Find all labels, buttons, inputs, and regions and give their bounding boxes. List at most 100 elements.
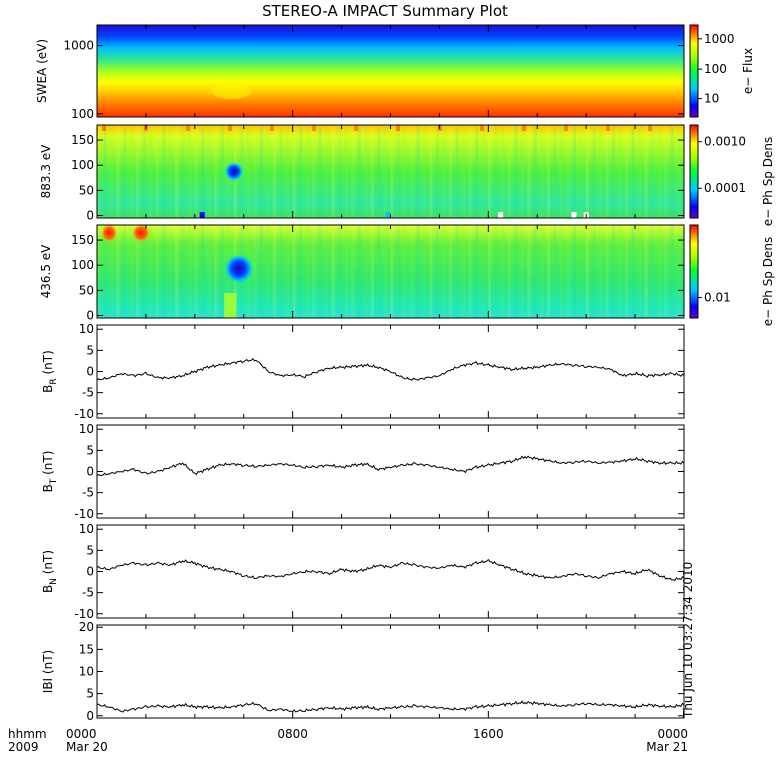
pad436-texture [194, 225, 198, 318]
pad436-texture [129, 225, 133, 318]
bt-ytick-label: -10 [74, 507, 94, 521]
pad883-texture [468, 125, 472, 218]
pad883-hot-spot [102, 125, 106, 131]
pad436-texture [292, 225, 296, 318]
pad436-texture [566, 225, 570, 318]
pad436-texture [299, 225, 303, 318]
bn-background [97, 525, 684, 618]
pad436-texture [455, 225, 459, 318]
pad436-ytick-label: 50 [79, 283, 94, 297]
pad436-texture [188, 225, 192, 318]
pad883-texture [103, 125, 107, 218]
bmag-trace [96, 700, 685, 713]
pad883-hot-spot [270, 125, 274, 131]
pad436-ytick-label: 150 [71, 233, 94, 247]
pad883-texture [351, 125, 355, 218]
pad883-texture [123, 125, 127, 218]
pad436-texture [155, 225, 159, 318]
pad436-texture [318, 225, 322, 318]
pad883-texture [566, 125, 570, 218]
pad883-texture [462, 125, 466, 218]
pad883-texture [260, 125, 263, 218]
pad883-texture [325, 125, 329, 218]
pad883-texture [501, 125, 505, 218]
pad436-texture [416, 225, 420, 318]
pad883-texture [475, 125, 479, 218]
bmag-ytick-label: 20 [79, 620, 94, 634]
pad436-texture [273, 225, 277, 318]
pad883-texture [540, 125, 544, 218]
swea-ytick-label: 1000 [63, 39, 94, 53]
figure-title: STEREO-A IMPACT Summary Plot [262, 2, 508, 20]
pad883-texture [494, 125, 498, 218]
pad436-texture [351, 225, 355, 318]
pad883-texture [357, 125, 361, 218]
pad883-texture [331, 125, 335, 218]
panel-br: -10 -5 0 5 10 BR (nT) [41, 322, 685, 421]
pad436-texture [651, 225, 655, 318]
bmag-ytick-label: 15 [79, 642, 94, 656]
pad883-texture [201, 125, 205, 218]
br-ytick-label: -10 [74, 407, 94, 421]
pad883-texture [664, 125, 668, 218]
pad436-texture [664, 225, 668, 318]
pad436-texture [266, 225, 270, 318]
pad436-texture [253, 225, 257, 318]
pad436-texture [286, 225, 290, 318]
pad436-texture [540, 225, 544, 318]
pad883-texture [390, 125, 394, 218]
pad436-texture [638, 225, 642, 318]
pad883-hot-spot [228, 125, 232, 131]
swea-feature [211, 83, 252, 100]
pad883-hot-spot [354, 125, 358, 131]
pad436-texture [260, 225, 263, 318]
pad883-hot-spot [564, 125, 568, 131]
pad883-texture [97, 125, 100, 218]
pad883-texture [514, 125, 518, 218]
bn-trace [96, 558, 685, 582]
pad436-colorbar-label: e− Ph Sp Dens [761, 237, 775, 326]
pad436-texture [325, 225, 329, 318]
swea-colorbar [690, 25, 698, 117]
pad436-feature [224, 293, 237, 318]
pad436-texture [677, 225, 681, 318]
pad436-texture [618, 225, 622, 318]
pad883-ylabel: 883.3 eV [39, 144, 53, 199]
pad883-texture [612, 125, 616, 218]
pad883-texture [546, 125, 550, 218]
pad436-texture [553, 225, 557, 318]
pad436-texture [599, 225, 603, 318]
pad436-texture [175, 225, 179, 318]
pad436-texture [396, 225, 400, 318]
swea-image [97, 25, 684, 117]
pad883-texture [429, 125, 433, 218]
pad883-texture [416, 125, 420, 218]
swea-colorbar-tick-label: 1000 [704, 32, 735, 46]
pad436-texture [344, 225, 348, 318]
magnetic-field-panels: -10 -5 0 5 10 BR (nT) -10 -5 0 5 10 BT (nT) -10 -5 0 5 1… [41, 322, 685, 723]
pad883-texture [638, 125, 642, 218]
pad436-texture [116, 225, 120, 318]
pad436-texture [533, 225, 537, 318]
pad883-texture [253, 125, 257, 218]
pad883-texture [488, 125, 492, 218]
pad883-texture [383, 125, 387, 218]
spectrogram-swea: 100 1000 SWEA (eV) 1000 100 10 e− Flux [35, 24, 755, 121]
pad436-texture [149, 225, 153, 318]
pad436-texture [644, 225, 648, 318]
panel-bmag: 0 5 10 15 20 IBI (nT) [41, 620, 685, 723]
xaxis-tick-label-time: 0000 [657, 727, 688, 741]
pad436-texture [631, 225, 635, 318]
swea-colorbar-tick-label: 10 [704, 92, 719, 106]
pad436-hot-feature [132, 224, 151, 242]
pad883-texture [175, 125, 179, 218]
pad436-texture [586, 225, 589, 318]
pad436-texture [357, 225, 361, 318]
pad883-texture [396, 125, 400, 218]
pad436-texture [305, 225, 309, 318]
panel-bn: -10 -5 0 5 10 BN (nT) [41, 522, 685, 621]
pad436-texture [436, 225, 440, 318]
pad883-dropout-feature [224, 162, 243, 181]
pad883-texture [305, 125, 309, 218]
bmag-ylabel: IBI (nT) [41, 650, 55, 693]
